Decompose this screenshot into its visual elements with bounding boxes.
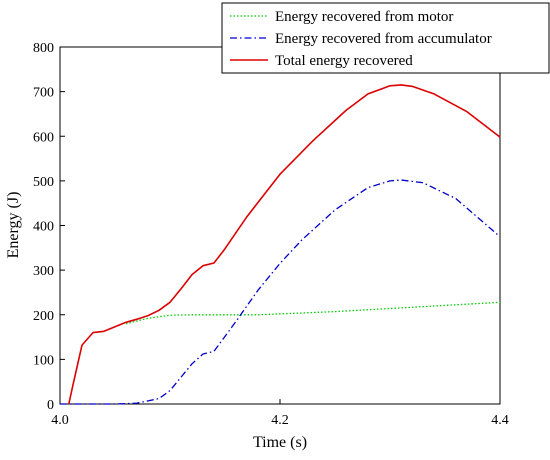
legend: Energy recovered from motor Energy recove… xyxy=(221,2,550,74)
series-line-1 xyxy=(125,301,501,325)
x-axis-title: Time (s) xyxy=(253,434,307,451)
legend-label-1: Energy recovered from motor xyxy=(275,9,453,25)
y-tick-label: 800 xyxy=(33,41,54,56)
y-tick-label: 200 xyxy=(33,309,54,324)
x-tick-label: 4.0 xyxy=(51,413,69,428)
series-line-2 xyxy=(60,179,501,405)
x-tick-label: 4.2 xyxy=(271,413,289,428)
y-tick-label: 100 xyxy=(33,353,54,368)
series-line-3 xyxy=(68,84,501,405)
legend-box xyxy=(221,2,550,74)
y-tick-label: 300 xyxy=(33,264,54,279)
y-tick-label: 0 xyxy=(47,398,54,413)
legend-label-2: Energy recovered from accumulator xyxy=(275,31,492,47)
legend-label-3: Total energy recovered xyxy=(275,53,413,69)
x-tick-label: 4.4 xyxy=(491,413,509,428)
y-axis-title: Energy (J) xyxy=(5,192,22,259)
series-layer xyxy=(60,84,501,405)
y-tick-label: 400 xyxy=(33,220,54,235)
y-tick-label: 600 xyxy=(33,130,54,145)
plot-frame xyxy=(59,46,501,405)
axis-ticks: 0 100 200 300 400 500 600 700 800 4.0 4.2 4.4 xyxy=(33,41,509,428)
y-tick-label: 700 xyxy=(33,86,54,101)
y-tick-label: 500 xyxy=(33,175,54,190)
